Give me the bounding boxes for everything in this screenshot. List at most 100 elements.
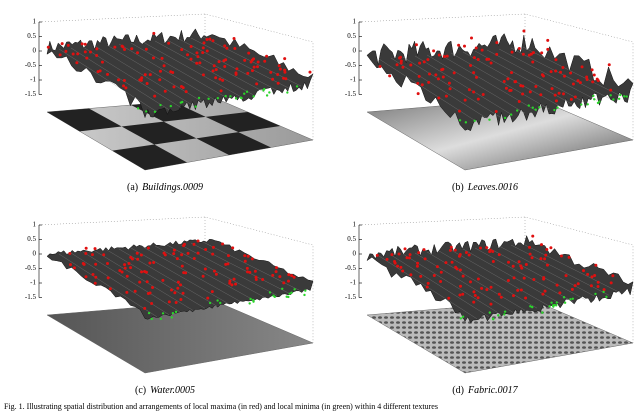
maximum-dot [179,297,183,301]
maximum-dot [172,252,176,256]
maximum-dot [442,54,446,58]
maximum-dot [282,281,286,285]
maximum-dot [250,257,254,261]
maximum-dot [71,52,75,56]
minimum-dot [503,313,506,316]
maximum-dot [189,57,193,61]
maximum-dot [594,263,598,267]
maximum-dot [422,248,426,252]
minimum-dot [174,310,178,314]
maximum-dot [186,251,190,255]
z-tick-label: -0.5 [345,264,357,272]
minimum-dot [197,96,201,100]
minimum-dot [293,288,296,291]
maximum-dot [546,47,550,51]
maximum-dot [249,60,253,64]
maximum-dot [582,269,586,273]
mesh-line [82,251,182,313]
maximum-dot [203,267,207,271]
maximum-dot [473,293,477,297]
maximum-dot [118,268,122,272]
z-tick-label: 0.5 [347,32,356,40]
maximum-dot [278,275,282,279]
mesh-line [94,250,194,311]
minimum-dot [147,311,151,315]
z-tick-label: 1 [353,221,357,229]
maximum-dot [222,59,226,63]
minimum-dot [503,310,507,313]
maximum-dot [540,73,544,77]
maximum-dot [512,294,516,298]
z-tick-label: 0 [353,47,357,55]
maximum-dot [256,60,260,64]
maximum-dot [271,273,275,277]
minimum-dot [290,291,293,294]
maximum-dot [181,86,185,90]
mesh-line [414,252,514,313]
panel-label: (d) [452,385,464,396]
maximum-dot [202,41,206,45]
maximum-dot [161,278,165,282]
maximum-dot [539,93,543,97]
minimum-dot [553,108,556,112]
panel-label: (b) [452,182,464,193]
maximum-dot [449,245,453,249]
maximum-dot [530,256,534,260]
maximum-dot [397,252,401,256]
maximum-dot [395,63,399,67]
maximum-dot [68,263,72,267]
maximum-dot [519,264,523,268]
maximum-dot [93,281,97,285]
maximum-dot [246,270,250,274]
minimum-dot [563,301,567,304]
z-tick-label: -1.5 [345,293,357,301]
minimum-dot [295,85,299,88]
maximum-dot [554,99,558,103]
maximum-dot [489,61,493,65]
maximum-dot [205,38,209,42]
maximum-dot [561,66,565,70]
maximum-dot [499,295,503,299]
maximum-dot [611,274,615,278]
maximum-dot [407,256,411,260]
maximum-dot [564,274,568,278]
maximum-dot [139,253,143,257]
maximum-dot [415,264,419,268]
maximum-dot [557,91,561,95]
minimum-dot [602,290,605,294]
maximum-dot [472,56,476,60]
maximum-dot [243,58,247,62]
minimum-dot [509,113,513,116]
minimum-dot [580,103,583,106]
maximum-dot [543,289,547,293]
maximum-dot [254,275,258,279]
maximum-dot [527,245,531,249]
maximum-dot [507,260,511,264]
maximum-dot [399,265,403,269]
maximum-dot [233,46,237,50]
maximum-dot [401,65,405,69]
minimum-dot [497,314,500,317]
maximum-dot [539,243,543,247]
minimum-dot [161,312,165,315]
panel-caption: (a) Buildings.0009 [127,182,203,193]
maximum-dot [488,248,492,252]
maximum-dot [130,47,134,51]
maximum-dot [549,246,553,250]
panel-name: Fabric.0017 [467,385,519,396]
maximum-dot [573,284,577,288]
maximum-dot [184,271,188,275]
maximum-dot [569,71,573,75]
minimum-dot [159,317,163,321]
maximum-dot [66,43,70,47]
minimum-dot [170,316,173,319]
minimum-dot [169,104,173,108]
maximum-dot [151,56,155,60]
mesh-line [154,40,254,95]
maximum-dot [458,109,462,113]
maximum-dot [232,277,236,281]
maximum-dot [487,57,491,61]
maximum-dot [283,68,287,72]
mesh-line [190,242,290,294]
maximum-dot [437,53,441,57]
